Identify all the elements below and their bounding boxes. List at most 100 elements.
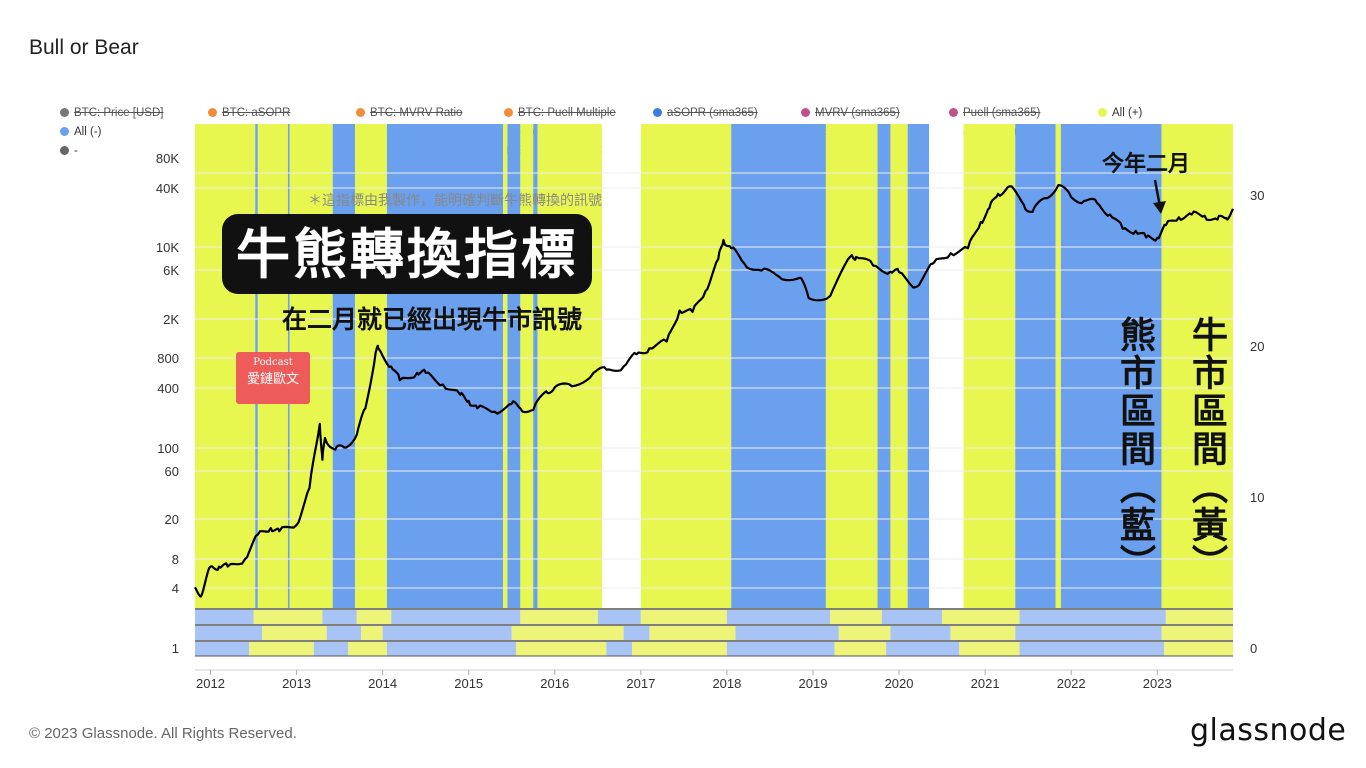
annotation-arrowhead-icon [1153, 201, 1166, 214]
y-right-tick-label: 20 [1250, 339, 1264, 354]
band-puell-segment [386, 642, 517, 656]
band-asopr-segment [1165, 610, 1233, 624]
brand-logo: glassnode [1190, 713, 1347, 748]
x-tick-label: 2014 [368, 676, 397, 691]
legend-item[interactable]: BTC: Price [USD] [60, 107, 163, 119]
y-left-tick-label: 800 [157, 351, 179, 366]
band-mvrv-segment [623, 626, 650, 640]
regime-bull-column [825, 124, 878, 608]
regime-bear-column [907, 124, 930, 608]
podcast-logo-line2: 愛鏈歐文 [246, 372, 299, 387]
band-puell-segment [726, 642, 835, 656]
band-asopr-segment [356, 610, 392, 624]
band-asopr-segment [942, 610, 1020, 624]
x-tick-label: 2019 [799, 676, 828, 691]
legend-dot-icon [60, 127, 69, 136]
y-right-tick-label: 0 [1250, 641, 1257, 656]
band-puell-segment [1164, 642, 1233, 656]
legend-label: All (-) [74, 126, 102, 138]
y-left-tick-label: 2K [163, 312, 179, 327]
band-mvrv-segment [649, 626, 736, 640]
regime-white-column [929, 124, 960, 608]
band-mvrv-segment [1161, 626, 1233, 640]
legend-label: BTC: MVRV Ratio [370, 107, 463, 119]
legend-label: - [74, 145, 78, 157]
legend-item[interactable]: All (-) [60, 126, 101, 138]
legend-dot-icon [949, 108, 958, 117]
band-asopr-segment [195, 610, 254, 624]
band-puell-segment [834, 642, 887, 656]
legend-label: MVRV (sma365) [815, 107, 900, 119]
legend-label: Puell (sma365) [963, 107, 1041, 119]
x-tick-label: 2013 [282, 676, 311, 691]
regime-bull-column [1055, 124, 1061, 608]
band-mvrv-segment [195, 626, 263, 640]
legend-item[interactable]: - [60, 145, 78, 157]
chart-area: 80K40K10K6K2K800400100602084130201002012… [156, 124, 1264, 691]
band-asopr-segment [640, 610, 727, 624]
legend-label: All (+) [1112, 107, 1143, 119]
band-puell-segment [313, 642, 349, 656]
legend-item[interactable]: BTC: aSOPR [208, 107, 290, 119]
legend-item[interactable]: BTC: MVRV Ratio [356, 107, 462, 119]
x-tick-label: 2018 [712, 676, 741, 691]
legend-dot-icon [60, 108, 69, 117]
podcast-logo-line1: Podcast [253, 357, 293, 368]
y-left-tick-label: 80K [156, 151, 179, 166]
band-mvrv-segment [382, 626, 512, 640]
y-left-tick-label: 40K [156, 181, 179, 196]
legend-item[interactable]: aSOPR (sma365) [653, 107, 758, 119]
band-mvrv-segment [890, 626, 951, 640]
legend-item[interactable]: All (+) [1098, 107, 1142, 119]
regime-bull-column [503, 124, 508, 608]
y-right-tick-label: 10 [1250, 490, 1264, 505]
band-puell-segment [606, 642, 633, 656]
band-asopr-segment [253, 610, 323, 624]
regime-bull-column [963, 124, 1016, 608]
copyright-footer: © 2023 Glassnode. All Rights Reserved. [29, 725, 297, 742]
regime-bear-column [877, 124, 891, 608]
x-tick-label: 2016 [540, 676, 569, 691]
legend-label: aSOPR (sma365) [667, 107, 758, 119]
band-asopr-segment [520, 610, 598, 624]
band-mvrv-segment [262, 626, 327, 640]
x-tick-label: 2022 [1057, 676, 1086, 691]
regime-bear-column [731, 124, 826, 608]
price-series-line [194, 184, 1234, 598]
bull-zone-label: 牛市區間（黃） [1186, 316, 1227, 582]
legend-item[interactable]: BTC: Puell Multiple [504, 107, 616, 119]
band-asopr-segment [881, 610, 943, 624]
x-tick-label: 2012 [196, 676, 225, 691]
band-mvrv-segment [361, 626, 383, 640]
annotation-month: 今年二月 [1102, 152, 1191, 177]
chart-title: Bull or Bear [29, 36, 139, 59]
band-asopr-segment [391, 610, 521, 624]
annotation-subtitle: ＊這指標由我製作，能明確判斷牛熊轉換的訊號 [308, 193, 602, 209]
bear-zone-label: 熊市區間（藍） [1114, 316, 1155, 582]
podcast-logo: Podcast 愛鏈歐文 [236, 352, 310, 404]
regime-bull-column [1161, 124, 1233, 608]
band-puell-segment [195, 642, 250, 656]
band-puell-segment [632, 642, 727, 656]
band-mvrv-segment [1015, 626, 1162, 640]
band-asopr-segment [1019, 610, 1166, 624]
regime-white-column [602, 124, 641, 608]
regime-bear-column [1060, 124, 1162, 608]
legend-dot-icon [356, 108, 365, 117]
legend-dot-icon [208, 108, 217, 117]
x-tick-label: 2015 [454, 676, 483, 691]
regime-bull-column [355, 124, 387, 608]
band-puell-segment [348, 642, 387, 656]
y-left-tick-label: 4 [172, 581, 179, 596]
band-mvrv-segment [838, 626, 891, 640]
legend-item[interactable]: MVRV (sma365) [801, 107, 900, 119]
band-asopr-segment [597, 610, 641, 624]
band-asopr-segment [726, 610, 831, 624]
annotation-subheading: 在二月就已經出現牛市訊號 [282, 305, 583, 334]
legend-label: BTC: aSOPR [222, 107, 291, 119]
legend-item[interactable]: Puell (sma365) [949, 107, 1040, 119]
legend-dot-icon [60, 146, 69, 155]
legend-label: BTC: Puell Multiple [518, 107, 616, 119]
band-mvrv-segment [950, 626, 1016, 640]
band-asopr-segment [322, 610, 357, 624]
